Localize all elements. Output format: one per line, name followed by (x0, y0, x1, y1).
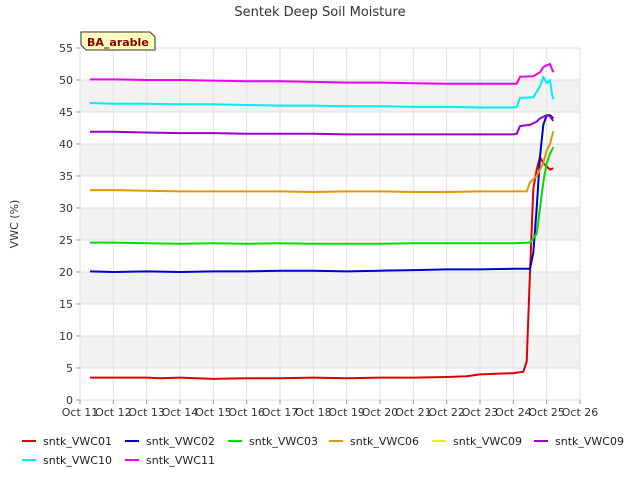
x-tick-label: Oct 24 (495, 406, 532, 419)
y-tick-label: 10 (59, 330, 73, 343)
legend-label: sntk_VWC10 (43, 454, 112, 467)
y-tick-label: 15 (59, 298, 73, 311)
x-tick-label: Oct 18 (295, 406, 332, 419)
series-line-sntk_vwc10 (89, 75, 555, 109)
y-tick-label: 50 (59, 74, 73, 87)
y-tick-label: 20 (59, 266, 73, 279)
y-tick-label: 25 (59, 234, 73, 247)
x-tick-label: Oct 11 (62, 406, 99, 419)
y-tick-label: 5 (66, 362, 73, 375)
x-tick-label: Oct 22 (428, 406, 465, 419)
plot-band (80, 304, 580, 336)
x-tick-label: Oct 19 (328, 406, 365, 419)
x-tick-label: Oct 15 (195, 406, 232, 419)
plot-band (80, 112, 580, 144)
x-tick-label: Oct 16 (228, 406, 265, 419)
series-line-sntk_vwc06 (90, 130, 555, 193)
legend-label: sntk_VWC03 (249, 435, 318, 448)
badge-label: BA_arable (87, 36, 149, 49)
station-badge: BA_arable (80, 31, 156, 51)
series-line-sntk_vwc11 (90, 63, 555, 85)
plot-band (80, 336, 580, 368)
series-line-sntk_vwc09 (90, 114, 555, 136)
series-lines (89, 63, 555, 380)
y-axis-label: VWC (%) (8, 200, 21, 249)
x-tick-label: Oct 21 (395, 406, 432, 419)
badge-background (80, 31, 156, 51)
x-tick-label: Oct 23 (462, 406, 499, 419)
series-line-sntk_vwc02 (89, 114, 554, 273)
legend-label: sntk_VWC01 (43, 435, 112, 448)
x-tick-label: Oct 17 (262, 406, 299, 419)
y-tick-label: 35 (59, 170, 73, 183)
plot-band (80, 144, 580, 176)
x-tick-label: Oct 13 (128, 406, 165, 419)
y-tick-label: 45 (59, 106, 73, 119)
legend-label: sntk_VWC02 (146, 435, 215, 448)
x-tick-label: Oct 14 (162, 406, 199, 419)
plot-band (80, 48, 580, 80)
y-tick-label: 30 (59, 202, 73, 215)
y-axis-ticks: 0 5 10 15 20 25 30 35 40 45 50 55 (59, 42, 80, 407)
legend: sntk_VWC01 sntk_VWC02 sntk_VWC03 sntk_VWC06… (22, 435, 624, 467)
legend-label: sntk_VWC09 (555, 435, 624, 448)
legend-label: sntk_VWC06 (350, 435, 419, 448)
series-line-sntk_vwc03 (90, 146, 555, 245)
chart-title: Sentek Deep Soil Moisture (234, 5, 405, 20)
plot-band (80, 272, 580, 304)
y-tick-label: 40 (59, 138, 73, 151)
plot-band (80, 208, 580, 240)
x-tick-label: Oct 20 (362, 406, 399, 419)
legend-label: sntk_VWC09 (453, 435, 522, 448)
x-tick-label: Oct 26 (562, 406, 599, 419)
y-tick-label: 55 (59, 42, 73, 55)
y-tick-label: 0 (66, 394, 73, 407)
legend-label: sntk_VWC11 (146, 454, 215, 467)
x-tick-label: Oct 12 (95, 406, 132, 419)
plot-band (80, 240, 580, 272)
plot-background-bands (80, 48, 580, 400)
x-tick-label: Oct 25 (528, 406, 565, 419)
